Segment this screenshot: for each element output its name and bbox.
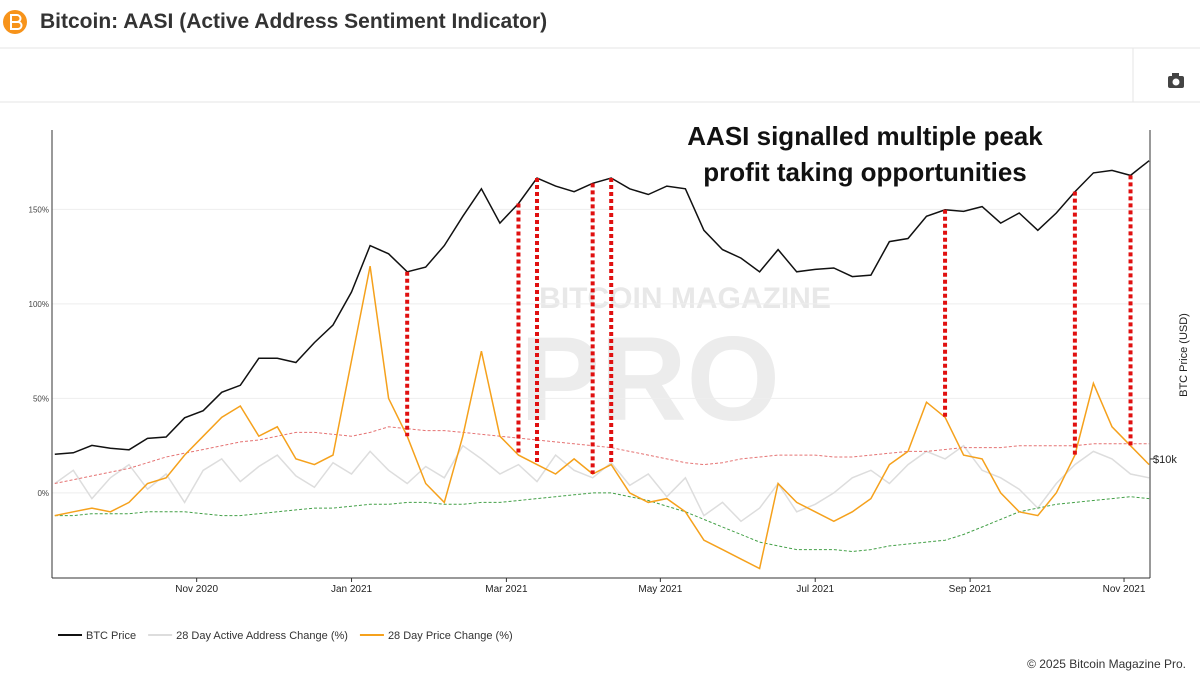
legend-label[interactable]: 28 Day Price Change (%) (388, 630, 513, 642)
x-tick-label: Nov 2021 (1103, 584, 1146, 595)
y-tick-label: 150% (29, 205, 49, 214)
y2-tick-label: $10k (1153, 454, 1177, 466)
x-tick-label: Jan 2021 (331, 584, 373, 595)
x-tick-label: Jul 2021 (796, 584, 834, 595)
x-tick-label: Mar 2021 (485, 584, 528, 595)
series-line (54, 426, 1150, 484)
price-line (54, 160, 1150, 456)
legend-item[interactable]: BTC Price (58, 630, 136, 642)
legend-item[interactable]: 28 Day Active Address Change (%) (148, 630, 348, 642)
annotation: AASI signalled multiple peak profit taki… (687, 121, 1043, 187)
bitcoin-icon-glyph (10, 14, 23, 30)
footer: © 2025 Bitcoin Magazine Pro. (1027, 657, 1186, 671)
legend-label[interactable]: 28 Day Active Address Change (%) (176, 630, 348, 642)
x-tick-label: May 2021 (638, 584, 682, 595)
x-tick-label: Sep 2021 (949, 584, 992, 595)
y-tick-label: 100% (29, 300, 49, 309)
y-tick-label: 50% (33, 394, 49, 403)
camera-button[interactable] (1168, 73, 1184, 88)
camera-icon[interactable] (1172, 73, 1179, 77)
series-line (54, 444, 1150, 523)
legend-item[interactable]: 28 Day Price Change (%) (359, 630, 513, 642)
watermark: BITCOIN MAGAZINE (539, 282, 831, 315)
page-title: Bitcoin: AASI (Active Address Sentiment … (40, 10, 548, 33)
y-tick-label: 0% (37, 489, 49, 498)
camera-icon[interactable] (1172, 78, 1180, 86)
series-line (54, 265, 1150, 570)
y2-axis-label: BTC Price (USD) (1178, 313, 1190, 397)
x-tick-label: Nov 2020 (175, 584, 218, 595)
watermark: PRO (520, 312, 780, 446)
series-line (54, 492, 1150, 553)
legend-label[interactable]: BTC Price (86, 630, 136, 642)
